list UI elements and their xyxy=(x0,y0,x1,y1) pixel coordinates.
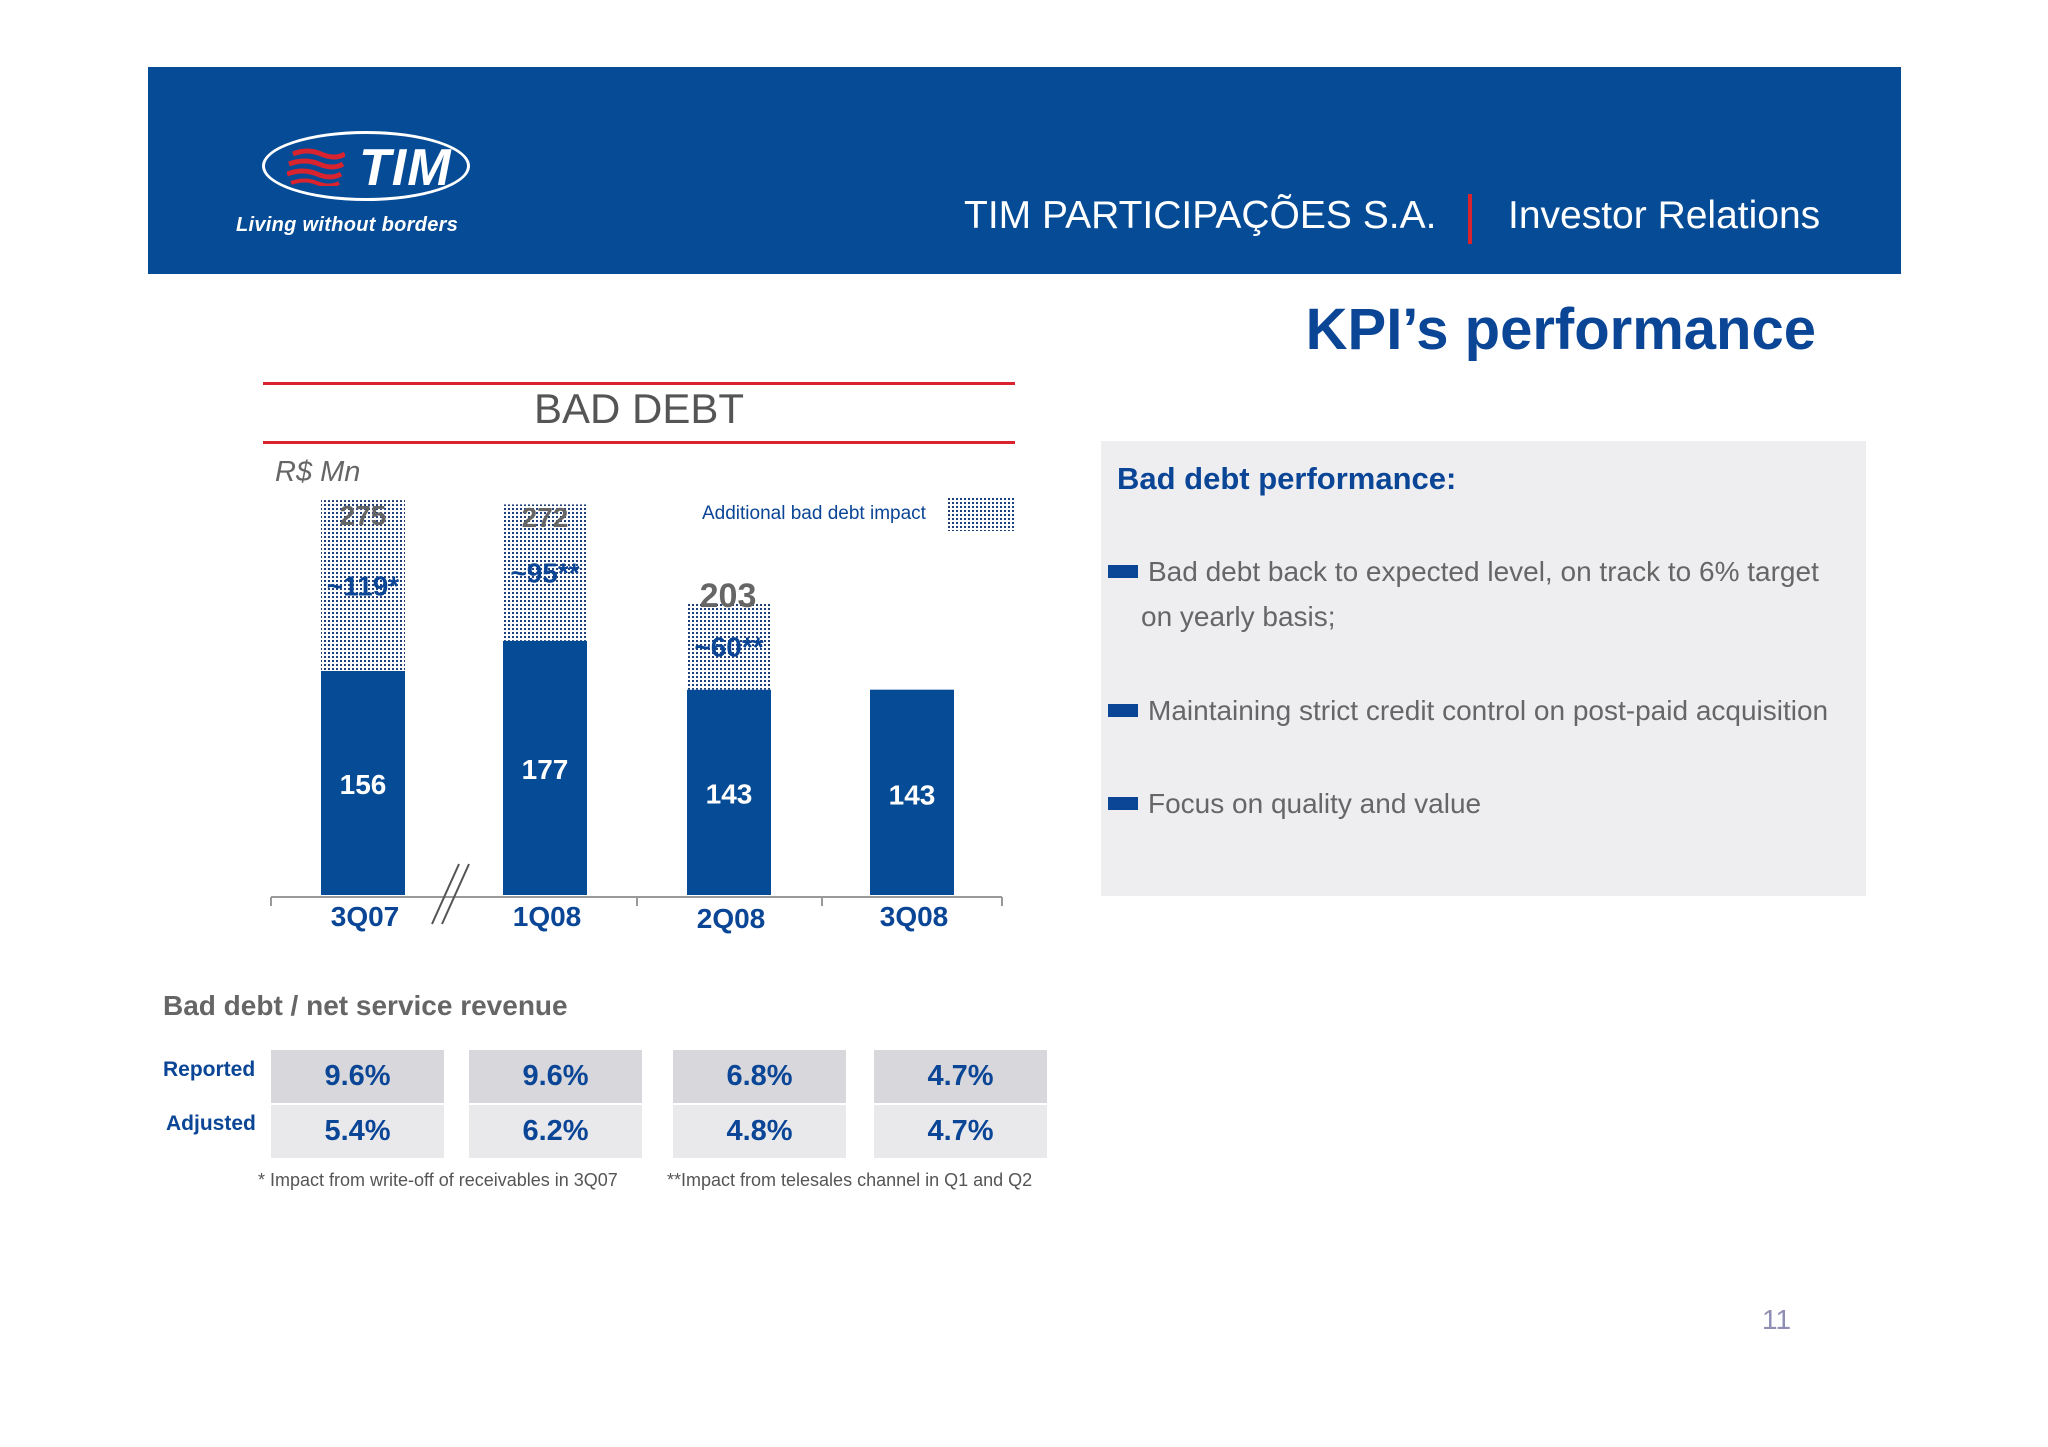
tim-wave-icon xyxy=(287,148,345,186)
ratio-table-title: Bad debt / net service revenue xyxy=(163,990,568,1021)
legend-label: Additional bad debt impact xyxy=(702,503,926,524)
legend-swatch xyxy=(948,498,1014,531)
tagline: Living without borders xyxy=(236,214,459,236)
impact-label-2q08: ~60** xyxy=(694,632,763,663)
footnote-1: * Impact from write-off of receivables i… xyxy=(258,1170,618,1190)
row-label-reported: Reported xyxy=(163,1058,256,1081)
cell-reported-2q08: 6.8% xyxy=(673,1050,846,1103)
bar-impact-2q08 xyxy=(687,603,771,690)
row-label-adjusted: Adjusted xyxy=(166,1112,256,1135)
header-banner: TIM Living without borders TIM PARTICIPA… xyxy=(148,67,1901,274)
bullet-icon xyxy=(1108,797,1138,810)
bullet-icon xyxy=(1108,704,1138,717)
bar-base-2q08 xyxy=(687,689,771,895)
chart-unit-label: R$ Mn xyxy=(275,456,361,488)
cell-adjusted-3q08: 4.7% xyxy=(874,1105,1047,1158)
bar-base-3q08 xyxy=(870,689,954,895)
total-label-1q08: 272 xyxy=(522,502,569,533)
bar-base-1q08 xyxy=(503,640,587,895)
total-label-3q07: 275 xyxy=(340,500,387,531)
footnote-2: **Impact from telesales channel in Q1 an… xyxy=(667,1170,1033,1190)
cell-adjusted-2q08: 4.8% xyxy=(673,1105,846,1158)
base-label-1q08: 177 xyxy=(522,754,569,785)
impact-label-1q08: ~95** xyxy=(510,558,579,589)
page-title: KPI’s performance xyxy=(1305,297,1816,362)
category-label-2q08: 2Q08 xyxy=(697,903,766,934)
base-label-3q07: 156 xyxy=(340,769,387,800)
base-label-2q08: 143 xyxy=(706,778,753,809)
bullet-text-3: Focus on quality and value xyxy=(1148,788,1482,819)
bullet-text-1: Bad debt back to expected level, on trac… xyxy=(1141,556,1819,632)
total-label-2q08: 203 xyxy=(700,577,757,615)
cell-reported-3q07: 9.6% xyxy=(271,1050,444,1103)
category-label-1q08: 1Q08 xyxy=(513,901,582,932)
cell-adjusted-3q07: 5.4% xyxy=(271,1105,444,1158)
tim-logo: TIM xyxy=(262,131,470,201)
page-number: 11 xyxy=(1762,1304,1792,1335)
cell-reported-3q08: 4.7% xyxy=(874,1050,1047,1103)
section-name: Investor Relations xyxy=(1508,194,1821,237)
base-label-3q08: 143 xyxy=(889,779,936,810)
chart-title: BAD DEBT xyxy=(533,385,745,432)
bar-impact-3q07 xyxy=(321,500,405,671)
axis-break-mark xyxy=(431,863,460,925)
chart-title-rule-top xyxy=(263,382,1015,385)
performance-panel: Bad debt performance: Bad debt back to e… xyxy=(1101,441,1866,896)
category-label-3q07: 3Q07 xyxy=(331,901,400,932)
company-name: TIM PARTICIPAÇÕES S.A. xyxy=(964,194,1437,237)
cell-adjusted-1q08: 6.2% xyxy=(469,1105,642,1158)
impact-label-3q07: ~119* xyxy=(327,571,400,602)
bar-base-3q07 xyxy=(321,671,405,895)
bar-impact-1q08 xyxy=(503,504,587,641)
panel-title: Bad debt performance: xyxy=(1117,461,1457,496)
axis-break-mark xyxy=(441,863,470,925)
chart-title-rule-bottom xyxy=(263,441,1015,444)
header-divider xyxy=(1468,194,1472,244)
category-label-3q08: 3Q08 xyxy=(880,901,949,932)
logo-text: TIM xyxy=(359,139,452,197)
cell-reported-1q08: 9.6% xyxy=(469,1050,642,1103)
bullet-text-2: Maintaining strict credit control on pos… xyxy=(1148,695,1829,726)
bullet-icon xyxy=(1108,565,1138,578)
